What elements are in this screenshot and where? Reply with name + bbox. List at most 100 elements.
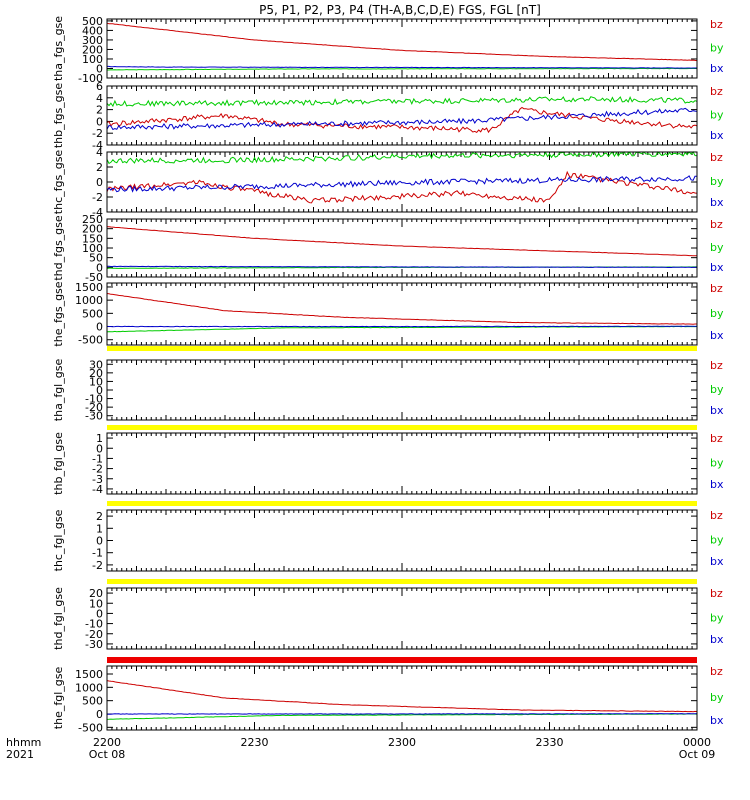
y-tick-label: 200: [82, 43, 103, 56]
y-tick-label: 1: [96, 432, 103, 445]
gap-bar: [107, 425, 697, 430]
y-tick-label: 200: [82, 223, 103, 236]
legend-bz: bz: [710, 151, 723, 164]
y-axis-label: tha_fgs_gse: [52, 16, 65, 81]
series-line-bz: [107, 226, 697, 257]
y-tick-label: -4: [92, 483, 103, 496]
legend-by: by: [710, 383, 724, 396]
y-tick-label: 0: [96, 176, 103, 189]
y-tick-label: 2: [96, 161, 103, 174]
y-axis-label: the_fgs_gse: [52, 281, 65, 346]
panel-frame: [106, 665, 698, 731]
y-tick-label: 0: [96, 321, 103, 334]
series-line-bz: [106, 22, 698, 62]
legend-bx: bx: [710, 633, 724, 646]
y-tick-label: -2: [92, 191, 103, 204]
y-tick-label: 4: [96, 146, 103, 159]
year-label: 2021: [6, 748, 34, 761]
y-tick-label: -10: [85, 618, 103, 631]
gap-bar: [107, 657, 697, 663]
y-tick-label: -30: [85, 410, 103, 423]
legend-bx: bx: [710, 478, 724, 491]
y-tick-label: 1: [96, 522, 103, 535]
series-line-by: [106, 325, 698, 333]
panel-frame: [106, 218, 698, 278]
y-tick-label: -500: [78, 721, 103, 734]
legend-bz: bz: [710, 359, 723, 372]
y-tick-label: 0: [96, 115, 103, 128]
legend-bz: bz: [710, 509, 723, 522]
y-tick-label: 500: [82, 307, 103, 320]
y-tick-label: 1500: [75, 668, 103, 681]
y-tick-label: -500: [78, 334, 103, 347]
y-axis-label: thd_fgl_gse: [52, 587, 65, 650]
legend-bx: bx: [710, 196, 724, 209]
y-tick-label: -20: [85, 628, 103, 641]
legend-bx: bx: [710, 555, 724, 568]
series-line-bz: [106, 293, 697, 325]
legend-by: by: [710, 175, 724, 188]
y-tick-label: 20: [89, 587, 103, 600]
legend-bx: bx: [710, 62, 724, 75]
y-tick-label: 2: [96, 104, 103, 117]
y-tick-label: -1: [92, 547, 103, 560]
series-line-bx: [106, 325, 698, 328]
series-line-bx: [106, 175, 697, 193]
legend-bz: bz: [710, 587, 723, 600]
panel-frame: [106, 359, 698, 421]
legend-bz: bz: [710, 282, 723, 295]
y-tick-label: 6: [96, 80, 103, 93]
y-tick-label: 0: [96, 261, 103, 274]
series-line-by: [107, 67, 697, 71]
legend-by: by: [710, 691, 724, 704]
y-tick-label: -4: [92, 206, 103, 219]
y-tick-label: 250: [82, 213, 103, 226]
legend-by: by: [710, 42, 724, 55]
y-tick-label: 20: [89, 367, 103, 380]
legend-bz: bz: [710, 85, 723, 98]
y-tick-label: 30: [89, 358, 103, 371]
y-tick-label: 0: [96, 62, 103, 75]
series-line-bz: [106, 680, 698, 713]
legend-by: by: [710, 307, 724, 320]
panel-frame: [106, 509, 698, 572]
x-tick-label: 2300: [388, 736, 416, 749]
y-tick-label: 1000: [75, 294, 103, 307]
y-tick-label: -20: [85, 401, 103, 414]
legend-bx: bx: [710, 404, 724, 417]
y-axis-label: thd_fgs_gse: [52, 215, 65, 281]
y-tick-label: -100: [78, 72, 103, 85]
y-tick-label: 4: [96, 92, 103, 105]
legend-bx: bx: [710, 261, 724, 274]
panel-frame: [106, 432, 698, 495]
y-tick-label: 100: [82, 53, 103, 66]
series-line-bx: [107, 65, 697, 69]
y-tick-label: 1500: [75, 281, 103, 294]
series-line-by: [106, 151, 698, 165]
x-tick-label: 2200: [93, 736, 121, 749]
y-tick-label: -2: [92, 127, 103, 140]
panel-thb_fgl_gse: 10-1-2-3-4 thb_fgl_gse bz by bx: [52, 432, 724, 496]
y-axis-label: the_fgl_gse: [52, 667, 65, 730]
date-label-start: Oct 08: [89, 748, 126, 761]
y-tick-label: 100: [82, 242, 103, 255]
y-tick-label: 1000: [75, 681, 103, 694]
y-tick-label: 0: [96, 607, 103, 620]
series-line-by: [106, 96, 698, 108]
legend-bz: bz: [710, 665, 723, 678]
chart-title: P5, P1, P2, P3, P4 (TH-A,B,C,D,E) FGS, F…: [259, 3, 541, 17]
panel-frame: [106, 85, 698, 146]
y-tick-label: -4: [92, 139, 103, 152]
x-tick-label: 2330: [536, 736, 564, 749]
y-tick-label: 10: [89, 375, 103, 388]
panel-frame: [106, 18, 698, 79]
y-tick-label: 10: [89, 597, 103, 610]
gap-bar: [107, 579, 697, 584]
